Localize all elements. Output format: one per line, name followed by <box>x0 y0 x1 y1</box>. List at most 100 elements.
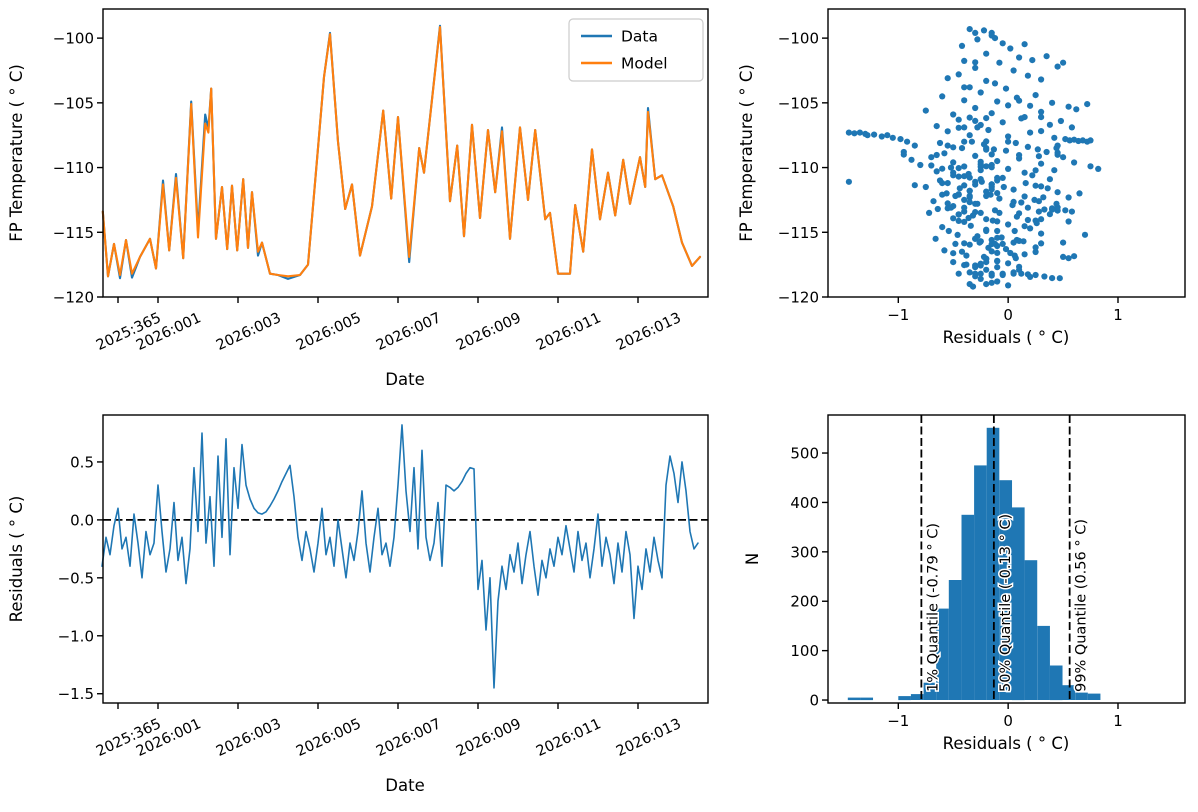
scatter-dot <box>983 163 990 170</box>
scatter-dot <box>1013 236 1021 244</box>
scatter-dot <box>980 27 988 34</box>
scatter-dot <box>966 84 973 91</box>
x-tick-label: 2026:009 <box>454 716 524 760</box>
scatter-dot <box>911 142 918 149</box>
scatter-dot <box>856 129 864 136</box>
axes-frame-residual-histogram: −1 0 1 0 100 200 300 400 500 Residuals ( ° C) N <box>743 414 1186 753</box>
scatter-dot <box>977 260 984 267</box>
scatter-dot <box>933 168 940 175</box>
scatter-dot <box>994 264 1001 271</box>
scatter-dot <box>1009 202 1016 209</box>
scatter-dot <box>1024 72 1031 79</box>
x-tick-label: 0 <box>1003 306 1013 324</box>
scatter-dot <box>1029 57 1036 64</box>
legend-label: Data <box>621 28 658 46</box>
scatter-dot <box>1020 238 1027 245</box>
scatter-dot <box>976 239 983 246</box>
scatter-dot <box>1043 148 1050 156</box>
scatter-dot <box>1084 101 1091 108</box>
scatter-dot <box>965 214 972 222</box>
scatter-dot <box>1035 208 1042 215</box>
x-tick-label: 2026:011 <box>534 310 604 354</box>
scatter-dot <box>1002 246 1010 253</box>
scatter-dot <box>932 235 939 242</box>
scatter-dot <box>944 128 951 135</box>
scatter-dot <box>1049 275 1056 282</box>
scatter-dot <box>966 199 973 206</box>
scatter-dot <box>947 204 955 211</box>
x-tick-label: 2026:009 <box>454 310 524 354</box>
scatter-dot <box>1021 223 1028 230</box>
scatter-dot <box>922 107 929 114</box>
scatter-dot <box>1027 129 1034 136</box>
scatter-dot <box>1016 54 1023 61</box>
scatter-dot <box>983 50 990 57</box>
scatter-dot <box>963 261 970 268</box>
scatter-dot <box>983 216 990 223</box>
scatter-dot <box>864 132 871 139</box>
scatter-dot <box>1005 282 1012 289</box>
y-axis-label-residual-vs-temp-scatter: FP Temperature ( ° C) <box>737 64 756 242</box>
x-tick-label: 2026:005 <box>294 310 364 354</box>
scatter-dot <box>952 240 959 247</box>
scatter-dot <box>939 165 946 172</box>
y-axis-label-residual-timeseries: Residuals ( ° C) <box>7 496 26 623</box>
scatter-dot <box>1087 137 1094 144</box>
scatter-dot <box>954 231 961 238</box>
scatter-dot <box>1002 85 1010 92</box>
scatter-dot <box>966 26 973 33</box>
y-tick-label: 0.5 <box>70 453 94 471</box>
spines-temp-timeseries <box>102 8 709 298</box>
scatter-dot <box>1095 165 1102 172</box>
scatter-dot <box>1013 94 1021 101</box>
scatter-dot <box>968 138 976 145</box>
scatter-dot <box>1046 176 1053 183</box>
x-axis-label-residual-timeseries: Date <box>385 776 424 795</box>
scatter-dot <box>947 164 955 171</box>
scatter-dot <box>961 182 968 189</box>
x-tick-label: 2026:007 <box>374 310 444 354</box>
scatter-dot <box>988 151 995 158</box>
histogram-bar <box>923 682 937 700</box>
scatter-dot <box>972 264 979 271</box>
scatter-dot <box>936 139 944 147</box>
x-tick-label: 2026:011 <box>534 716 604 760</box>
scatter-dot <box>1035 153 1042 160</box>
scatter-dot <box>922 183 929 191</box>
spines-residual-timeseries <box>102 414 709 704</box>
scatter-dot <box>961 218 968 225</box>
scatter-dot <box>966 114 973 121</box>
scatter-dot <box>972 273 979 280</box>
scatter-dot <box>996 209 1003 216</box>
scatter-dot <box>998 234 1005 241</box>
scatter-dot <box>1005 221 1012 228</box>
scatter-dot <box>994 158 1001 165</box>
scatter-dot <box>1029 172 1036 179</box>
scatter-dot <box>999 119 1006 126</box>
histogram-bar <box>860 697 874 701</box>
scatter-dot <box>988 164 995 171</box>
scatter-dot <box>988 181 995 188</box>
scatter-dot <box>945 227 952 235</box>
scatter-dot <box>961 84 968 91</box>
scatter-dot <box>977 209 984 216</box>
scatter-dot <box>1021 41 1028 48</box>
histogram-bar <box>1037 625 1050 700</box>
scatter-dot <box>878 133 885 140</box>
scatter-dot <box>939 93 946 100</box>
scatter-dot <box>1032 182 1039 189</box>
scatter-dot <box>1010 186 1017 193</box>
scatter-dot <box>1021 251 1028 258</box>
y-tick-label: 500 <box>790 445 819 463</box>
scatter-dot <box>972 152 979 159</box>
scatter-dot <box>1071 159 1078 166</box>
scatter-dot <box>950 111 957 118</box>
scatter-dot <box>999 240 1006 247</box>
scatter-dot <box>985 126 992 134</box>
scatter-dot <box>1038 160 1045 167</box>
scatter-dot <box>977 167 984 174</box>
scatter-dot <box>972 29 979 36</box>
scatter-dot <box>1081 231 1089 238</box>
scatter-dot <box>889 134 896 141</box>
